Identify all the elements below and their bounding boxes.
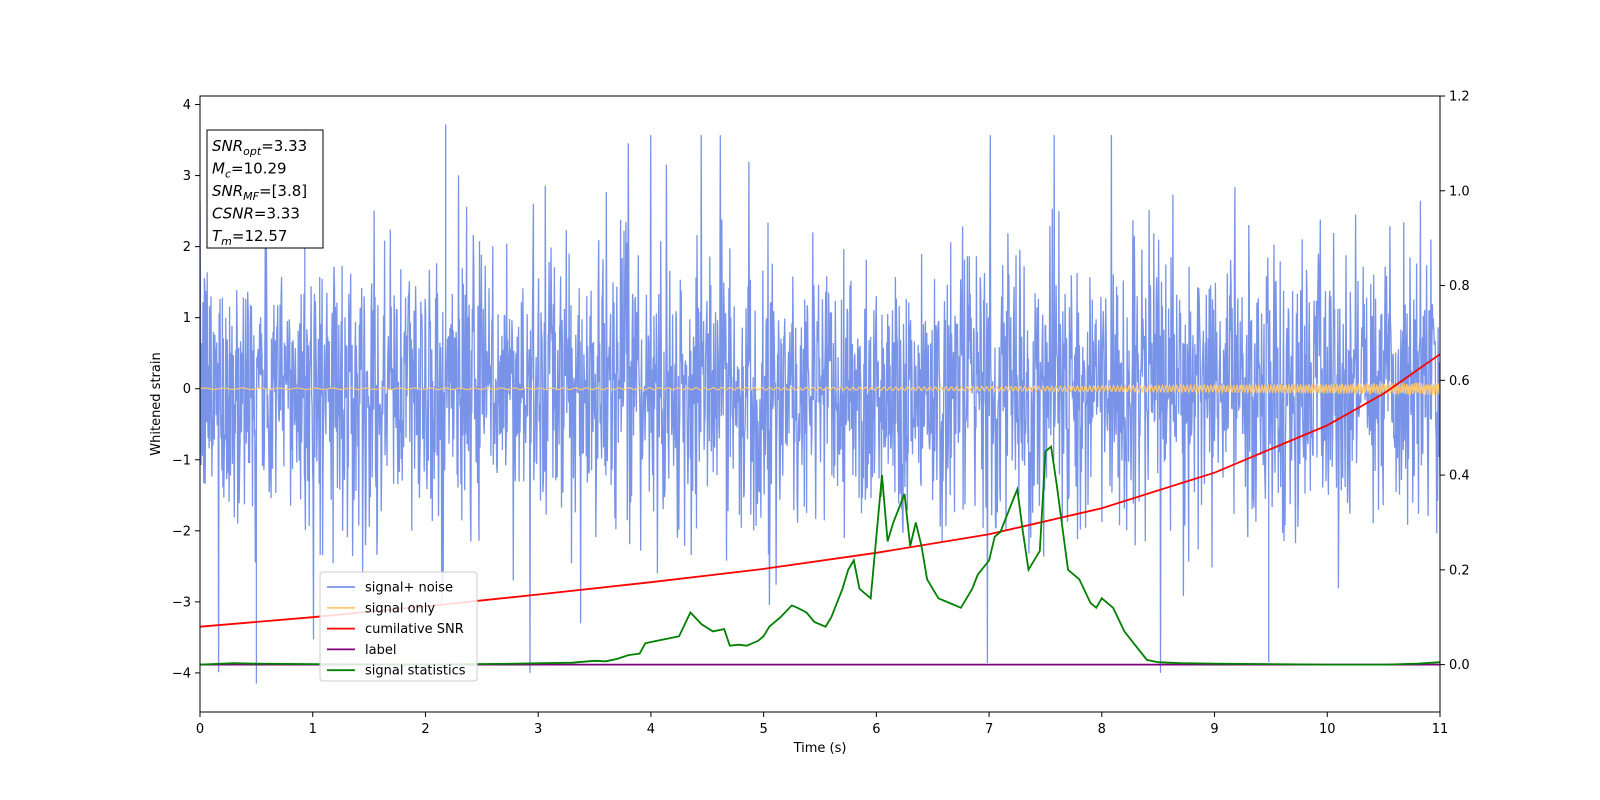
x-tick-label: 7 — [985, 722, 993, 737]
legend-label: label — [365, 643, 396, 658]
left-y-tick-label: 3 — [183, 169, 191, 184]
legend-label: signal statistics — [365, 664, 466, 679]
right-y-tick-label: 0.6 — [1449, 374, 1470, 389]
legend-label: signal+ noise — [365, 581, 453, 596]
legend-items: signal+ noise signal only cumilative SNR la… — [327, 581, 466, 679]
plot-frame — [199, 95, 1441, 713]
series-signal-only — [200, 382, 1440, 396]
right-y-tick-label: 0.0 — [1449, 658, 1470, 673]
series-signal-noise — [200, 124, 1440, 684]
left-y-tick-label: −2 — [172, 524, 191, 539]
x-tick-label: 6 — [872, 722, 880, 737]
right-y-tick-label: 0.2 — [1449, 563, 1470, 578]
x-tick-label: 10 — [1319, 722, 1336, 737]
left-y-tick-label: 1 — [183, 311, 191, 326]
x-tick-label: 9 — [1210, 722, 1218, 737]
annotation-line: SNRopt=3.33 — [212, 137, 307, 158]
y-axis-label: Whitened strain — [149, 352, 164, 455]
right-y-axis-ticks: 0.0 0.2 0.4 0.6 0.8 1.0 1.2 — [1440, 90, 1470, 673]
x-tick-label: 0 — [196, 722, 204, 737]
series-signal-statistics — [200, 444, 1440, 666]
left-y-axis-ticks: −4 −3 −2 −1 0 1 2 3 4 — [172, 98, 200, 681]
left-y-tick-label: −3 — [172, 595, 191, 610]
x-tick-label: 5 — [759, 722, 767, 737]
annotation-line: SNRMF=[3.8] — [212, 182, 307, 203]
annotation-frame — [206, 129, 324, 249]
left-y-tick-label: 0 — [183, 382, 191, 397]
right-y-tick-label: 0.8 — [1449, 279, 1470, 294]
left-y-tick-label: 2 — [183, 240, 191, 255]
right-y-tick-label: 0.4 — [1449, 469, 1470, 484]
x-axis-label: Time (s) — [793, 741, 847, 756]
right-y-tick-label: 1.0 — [1449, 184, 1470, 199]
x-tick-label: 3 — [534, 722, 542, 737]
legend-label: signal only — [365, 601, 435, 616]
legend-frame — [319, 571, 478, 682]
right-y-tick-label: 1.2 — [1449, 90, 1470, 105]
left-y-tick-label: 4 — [183, 98, 191, 113]
x-tick-label: 11 — [1432, 722, 1449, 737]
x-axis-ticks: 0 1 2 3 4 5 6 7 8 9 10 11 — [196, 712, 1448, 737]
annotation-line: Mc=10.29 — [212, 160, 287, 181]
left-y-tick-label: −1 — [172, 453, 191, 468]
legend-label: cumilative SNR — [365, 622, 464, 637]
annotation-line: Tm=12.57 — [212, 227, 287, 248]
x-tick-label: 8 — [1098, 722, 1106, 737]
x-tick-label: 2 — [421, 722, 429, 737]
annotation-line: CSNR=3.33 — [212, 205, 300, 223]
x-tick-label: 1 — [309, 722, 317, 737]
x-tick-label: 4 — [647, 722, 655, 737]
left-y-tick-label: −4 — [172, 666, 191, 681]
legend: signal+ noise signal only cumilative SNR la… — [319, 571, 478, 682]
